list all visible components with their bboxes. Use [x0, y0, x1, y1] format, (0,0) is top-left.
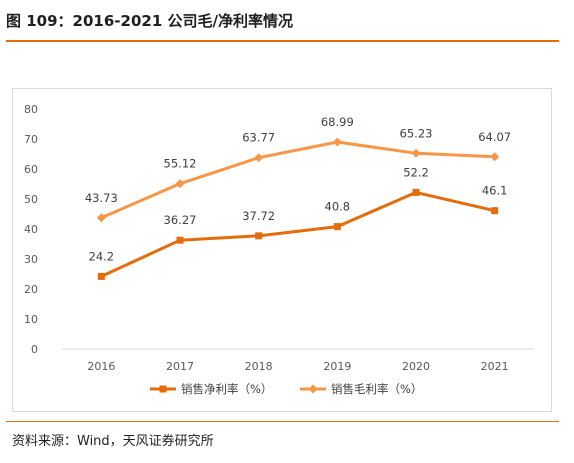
data-point — [411, 148, 421, 158]
data-point — [97, 272, 105, 280]
y-tick-label: 60 — [24, 163, 38, 176]
y-tick-label: 10 — [24, 313, 38, 326]
data-point — [254, 153, 264, 163]
data-point — [176, 236, 184, 244]
data-point — [332, 137, 342, 147]
data-label: 55.12 — [164, 157, 197, 171]
data-point — [412, 188, 420, 196]
data-label: 68.99 — [321, 115, 354, 129]
y-tick-label: 0 — [31, 343, 38, 356]
x-tick-label: 2016 — [87, 360, 115, 373]
x-tick-label: 2018 — [245, 360, 273, 373]
data-label: 43.73 — [85, 191, 118, 205]
data-label: 65.23 — [400, 126, 433, 140]
data-label: 46.1 — [482, 184, 508, 198]
legend-marker — [308, 384, 318, 394]
data-label: 37.72 — [242, 209, 275, 223]
x-tick-label: 2019 — [323, 360, 351, 373]
data-point — [333, 223, 341, 231]
x-tick-label: 2017 — [166, 360, 194, 373]
data-point — [255, 232, 263, 240]
series-line-1 — [100, 190, 496, 278]
data-label: 40.8 — [325, 200, 351, 214]
source-rule — [6, 421, 559, 422]
data-label: 36.27 — [164, 213, 197, 227]
source-note: 资料来源：Wind，天风证券研究所 — [12, 434, 214, 449]
data-point — [490, 152, 500, 162]
data-label: 64.07 — [478, 130, 511, 144]
x-tick-label: 2020 — [402, 360, 430, 373]
data-label: 52.2 — [403, 165, 429, 179]
y-tick-label: 70 — [24, 133, 38, 146]
data-point — [175, 179, 185, 189]
data-point — [491, 207, 499, 215]
y-tick-label: 40 — [24, 223, 38, 236]
y-tick-label: 80 — [24, 103, 38, 116]
legend-label: 销售净利率（%） — [181, 382, 272, 396]
data-label: 63.77 — [242, 131, 275, 145]
data-point — [96, 213, 106, 223]
chart-frame — [12, 88, 552, 412]
y-tick-label: 20 — [24, 283, 38, 296]
legend-marker — [159, 385, 167, 393]
x-tick-label: 2021 — [481, 360, 509, 373]
data-label: 24.2 — [89, 249, 115, 263]
title-rule — [6, 40, 559, 42]
y-tick-label: 50 — [24, 193, 38, 206]
series-line-2 — [100, 140, 495, 220]
figure-title: 图 109：2016-2021 公司毛/净利率情况 — [6, 12, 293, 30]
legend-label: 销售毛利率（%） — [331, 382, 422, 396]
y-tick-label: 30 — [24, 253, 38, 266]
